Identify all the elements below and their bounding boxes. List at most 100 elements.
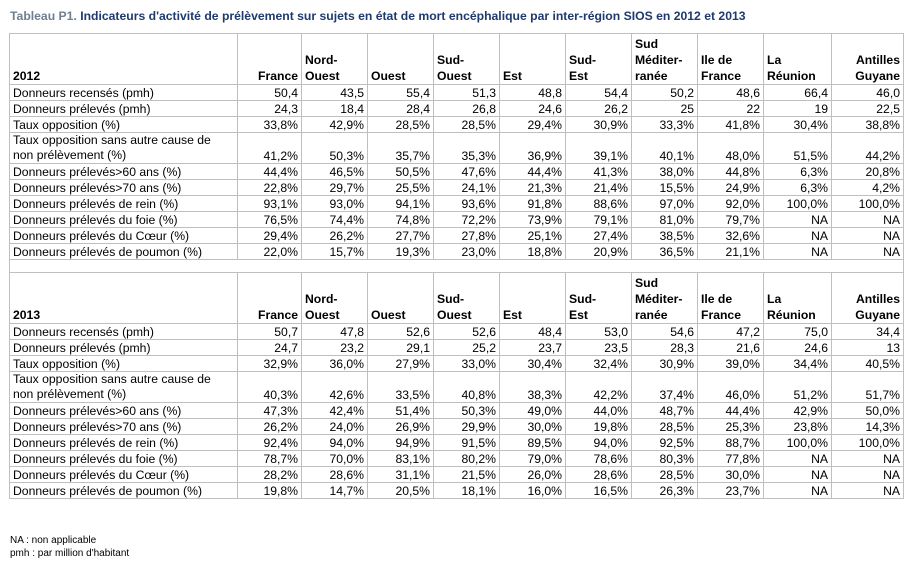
table-cell: 24,6 (499, 100, 566, 117)
table-cell: 20,9% (565, 243, 632, 260)
row-label: Donneurs prélevés du Cœur (%) (9, 227, 238, 244)
header-row: 2013 France Nord- Ouest Ouest Sud- Ouest Est S… (9, 272, 904, 324)
column-header-label: France (258, 308, 298, 322)
year-header: 2013 (9, 272, 238, 324)
table-cell: 44,0% (565, 402, 632, 419)
table-row: Donneurs prélevés du Cœur (%) 29,4% 26,2% 2… (9, 227, 904, 244)
table-cell: 21,1% (697, 243, 764, 260)
table-row: Donneurs prélevés de poumon (%) 19,8% 14,7… (9, 482, 904, 499)
table-cell: 93,0% (301, 195, 368, 212)
table-cell: 22 (697, 100, 764, 117)
year-header: 2012 (9, 33, 238, 85)
table-cell: 30,4% (763, 116, 832, 133)
table-cell: 76,5% (237, 211, 302, 228)
table-cell: 75,0 (763, 323, 832, 340)
table-cell: 88,7% (697, 434, 764, 451)
table-cell: 28,5% (433, 116, 500, 133)
table-cell: 49,0% (499, 402, 566, 419)
column-header-label: Ouest (371, 308, 406, 322)
table-cell: NA (763, 466, 832, 483)
table-cell: NA (763, 482, 832, 499)
table-cell: 24,9% (697, 179, 764, 196)
table-cell: 25,2 (433, 339, 500, 356)
table-cell: 21,3% (499, 179, 566, 196)
table-cell: 46,0% (697, 371, 764, 403)
table-cell: 47,3% (237, 402, 302, 419)
table-cell: NA (763, 211, 832, 228)
table-row: Taux opposition sans autre cause de non … (9, 132, 904, 164)
table-cell: 70,0% (301, 450, 368, 467)
table-cell: 38,8% (831, 116, 904, 133)
table-cell: 28,5% (631, 418, 698, 435)
table-cell: 27,7% (367, 227, 434, 244)
table-cell: 33,8% (237, 116, 302, 133)
table-cell: 19,3% (367, 243, 434, 260)
table-cell: 16,0% (499, 482, 566, 499)
row-label: Donneurs prélevés>60 ans (%) (9, 402, 238, 419)
row-label: Donneurs recensés (pmh) (9, 323, 238, 340)
table-cell: 72,2% (433, 211, 500, 228)
column-header: Ouest (367, 33, 434, 85)
table-cell: 25,5% (367, 179, 434, 196)
table-cell: 23,5 (565, 339, 632, 356)
table-cell: 40,5% (831, 355, 904, 372)
column-header-label: Est (503, 308, 522, 322)
row-label: Donneurs prélevés (pmh) (9, 100, 238, 117)
table-cell: 78,7% (237, 450, 302, 467)
column-header-label: Ile de France (701, 292, 741, 322)
row-label: Donneurs prélevés de rein (%) (9, 434, 238, 451)
table-cell: 35,3% (433, 132, 500, 164)
table-cell: 47,2 (697, 323, 764, 340)
column-header: Nord- Ouest (301, 33, 368, 85)
table-cell: 26,9% (367, 418, 434, 435)
table-cell: 80,2% (433, 450, 500, 467)
table-cell: 28,5% (631, 466, 698, 483)
table-cell: 38,0% (631, 163, 698, 180)
table-cell: 19 (763, 100, 832, 117)
table-cell: 73,9% (499, 211, 566, 228)
table-cell: 94,1% (367, 195, 434, 212)
table-cell: 29,1 (367, 339, 434, 356)
table-cell: 40,3% (237, 371, 302, 403)
row-label: Donneurs prélevés de poumon (%) (9, 482, 238, 499)
table-cell: 44,4% (237, 163, 302, 180)
table-cell: 39,1% (565, 132, 632, 164)
table-cell: 35,7% (367, 132, 434, 164)
column-header-label: Antilles Guyane (855, 53, 900, 83)
table-cell: 23,2 (301, 339, 368, 356)
table-cell: 21,5% (433, 466, 500, 483)
table-cell: 25,1% (499, 227, 566, 244)
table-cell: 21,6 (697, 339, 764, 356)
table-cell: 89,5% (499, 434, 566, 451)
column-header: Nord- Ouest (301, 272, 368, 324)
table-cell: 54,6 (631, 323, 698, 340)
table-cell: 28,4 (367, 100, 434, 117)
table-cell: 29,9% (433, 418, 500, 435)
table-cell: 22,8% (237, 179, 302, 196)
table-cell: 93,6% (433, 195, 500, 212)
table-cell: 91,5% (433, 434, 500, 451)
table-cell: 30,4% (499, 355, 566, 372)
table-cell: 94,0% (565, 434, 632, 451)
row-label: Taux opposition sans autre cause de non … (9, 132, 238, 164)
table-cell: 31,1% (367, 466, 434, 483)
table-cell: 36,5% (631, 243, 698, 260)
table-cell: 20,8% (831, 163, 904, 180)
table-cell: 100,0% (831, 195, 904, 212)
table-cell: 34,4% (763, 355, 832, 372)
table-cell: 41,3% (565, 163, 632, 180)
column-header: La Réunion (763, 33, 832, 85)
footnote-na: NA : non applicable (10, 535, 97, 546)
table-cell: 74,8% (367, 211, 434, 228)
table-cell: 77,8% (697, 450, 764, 467)
table-cell: 13 (831, 339, 904, 356)
row-label: Donneurs prélevés du Cœur (%) (9, 466, 238, 483)
table-number: Tableau P1. (10, 9, 77, 23)
table-cell: 83,1% (367, 450, 434, 467)
table-cell: 79,7% (697, 211, 764, 228)
column-header: France (237, 33, 302, 85)
row-label: Donneurs prélevés>60 ans (%) (9, 163, 238, 180)
table-cell: 100,0% (763, 195, 832, 212)
table-cell: 28,2% (237, 466, 302, 483)
footnotes: NA : non applicable pmh : par million d'… (10, 534, 129, 560)
